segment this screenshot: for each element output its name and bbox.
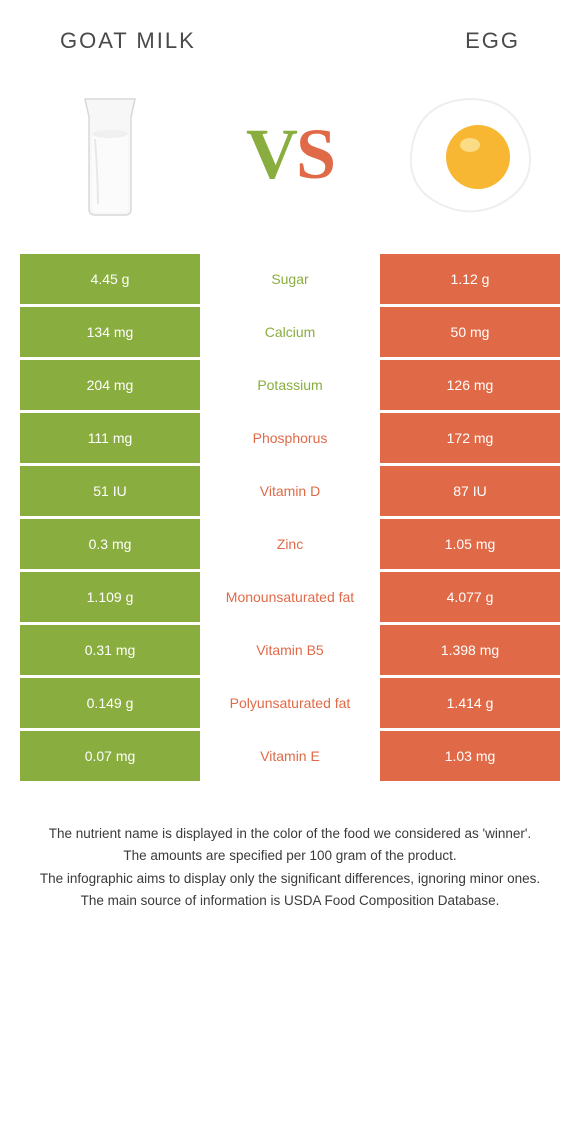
- footer-line-4: The main source of information is USDA F…: [30, 891, 550, 911]
- vs-v: V: [246, 114, 296, 194]
- vs-label: VS: [246, 113, 334, 196]
- title-egg: EGG: [465, 28, 520, 54]
- value-right: 1.12 g: [380, 254, 560, 304]
- table-row: 134 mgCalcium50 mg: [20, 307, 560, 357]
- vs-s: S: [296, 114, 334, 194]
- goat-milk-icon: [40, 84, 180, 224]
- value-right: 1.03 mg: [380, 731, 560, 781]
- table-row: 4.45 gSugar1.12 g: [20, 254, 560, 304]
- footer-line-3: The infographic aims to display only the…: [30, 869, 550, 889]
- title-goat-milk: GOAT MILK: [60, 28, 196, 54]
- value-right: 50 mg: [380, 307, 560, 357]
- table-row: 111 mgPhosphorus172 mg: [20, 413, 560, 463]
- nutrient-label: Monounsaturated fat: [200, 572, 380, 622]
- value-left: 111 mg: [20, 413, 200, 463]
- value-left: 204 mg: [20, 360, 200, 410]
- header: GOAT MILK EGG: [0, 0, 580, 64]
- value-left: 1.109 g: [20, 572, 200, 622]
- footer-notes: The nutrient name is displayed in the co…: [0, 784, 580, 911]
- table-row: 1.109 gMonounsaturated fat4.077 g: [20, 572, 560, 622]
- nutrient-label: Polyunsaturated fat: [200, 678, 380, 728]
- table-row: 0.07 mgVitamin E1.03 mg: [20, 731, 560, 781]
- table-row: 0.3 mgZinc1.05 mg: [20, 519, 560, 569]
- value-left: 0.07 mg: [20, 731, 200, 781]
- nutrient-label: Vitamin B5: [200, 625, 380, 675]
- footer-line-1: The nutrient name is displayed in the co…: [30, 824, 550, 844]
- nutrient-label: Calcium: [200, 307, 380, 357]
- nutrient-label: Vitamin E: [200, 731, 380, 781]
- value-left: 4.45 g: [20, 254, 200, 304]
- value-right: 126 mg: [380, 360, 560, 410]
- value-left: 0.3 mg: [20, 519, 200, 569]
- egg-icon: [400, 84, 540, 224]
- value-left: 134 mg: [20, 307, 200, 357]
- nutrient-table: 4.45 gSugar1.12 g134 mgCalcium50 mg204 m…: [0, 254, 580, 781]
- value-right: 1.05 mg: [380, 519, 560, 569]
- hero-row: VS: [0, 64, 580, 254]
- nutrient-label: Sugar: [200, 254, 380, 304]
- table-row: 0.149 gPolyunsaturated fat1.414 g: [20, 678, 560, 728]
- table-row: 204 mgPotassium126 mg: [20, 360, 560, 410]
- value-right: 4.077 g: [380, 572, 560, 622]
- nutrient-label: Zinc: [200, 519, 380, 569]
- value-right: 87 IU: [380, 466, 560, 516]
- table-row: 0.31 mgVitamin B51.398 mg: [20, 625, 560, 675]
- nutrient-label: Potassium: [200, 360, 380, 410]
- nutrient-label: Vitamin D: [200, 466, 380, 516]
- value-left: 0.149 g: [20, 678, 200, 728]
- nutrient-label: Phosphorus: [200, 413, 380, 463]
- table-row: 51 IUVitamin D87 IU: [20, 466, 560, 516]
- value-left: 0.31 mg: [20, 625, 200, 675]
- value-right: 1.414 g: [380, 678, 560, 728]
- value-left: 51 IU: [20, 466, 200, 516]
- footer-line-2: The amounts are specified per 100 gram o…: [30, 846, 550, 866]
- value-right: 1.398 mg: [380, 625, 560, 675]
- value-right: 172 mg: [380, 413, 560, 463]
